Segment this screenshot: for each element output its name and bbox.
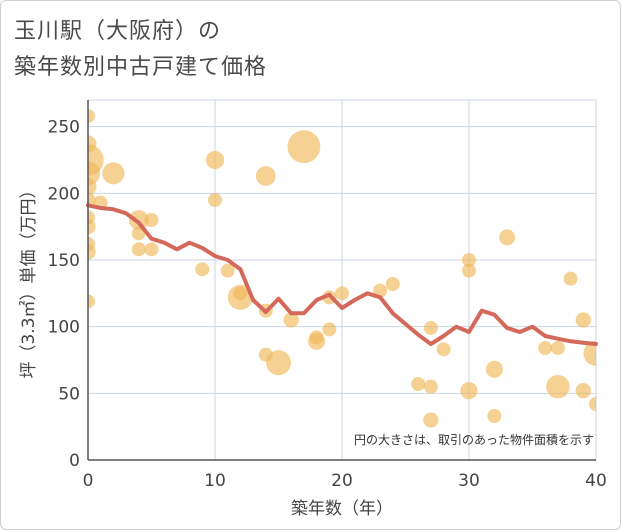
bubble-point	[208, 193, 222, 207]
bubble-point	[255, 166, 276, 186]
bubble-point	[322, 322, 337, 337]
bubble-point	[563, 271, 578, 286]
bubble-point	[227, 284, 253, 310]
size-note: 円の大きさは、取引のあった物件面積を示す	[354, 432, 594, 447]
bubble-point	[265, 350, 292, 376]
bubble-point	[411, 377, 426, 391]
y-tick-label: 50	[58, 384, 80, 404]
average-price-line	[86, 203, 598, 346]
bubble-point	[102, 162, 125, 185]
y-tick-label: 250	[48, 118, 80, 138]
bubble-point	[538, 341, 553, 355]
bubble-point	[575, 312, 591, 328]
bubble-point	[499, 229, 516, 246]
bubble-point	[575, 382, 591, 399]
bubble-point	[205, 150, 225, 170]
bubble-point	[335, 286, 349, 301]
bubble-point	[88, 219, 96, 235]
title-line-1: 玉川駅（大阪府）の	[14, 19, 222, 44]
bubble-point	[436, 342, 451, 357]
bubble-point	[195, 262, 210, 277]
bubble-point	[462, 263, 476, 278]
x-tick-label: 10	[204, 471, 226, 491]
bubble-point	[546, 374, 570, 399]
bubble-point	[287, 130, 321, 164]
bubble-point	[88, 294, 95, 309]
bubble-point	[88, 244, 96, 260]
bubble-point	[308, 332, 326, 350]
bubble-point	[423, 379, 438, 394]
bubble-point	[88, 109, 95, 123]
x-tick-label: 0	[83, 471, 94, 491]
y-tick-label: 100	[48, 318, 80, 338]
bubble-point	[220, 263, 235, 278]
y-tick-label: 200	[48, 184, 80, 204]
bubble-point	[131, 242, 146, 257]
bubble-point	[283, 312, 299, 328]
bubble-point	[423, 412, 439, 428]
y-axis-label: 坪（3.3㎡）単価（万円）	[19, 181, 39, 378]
bubble-point	[589, 397, 596, 411]
bubble-point	[460, 382, 478, 400]
bubble-point	[462, 253, 476, 267]
bubble-point	[128, 210, 149, 230]
bubble-point	[88, 178, 97, 196]
bubble-point	[485, 360, 503, 378]
y-tick-label: 0	[69, 451, 80, 471]
bubble-point	[583, 340, 596, 366]
x-tick-label: 30	[458, 471, 480, 491]
x-axis-label: 築年数（年）	[291, 499, 393, 519]
bubble-point	[550, 341, 565, 355]
bubble-point	[385, 277, 400, 291]
bubble-point	[423, 321, 438, 335]
title-line-2: 築年数別中古戸建て価格	[14, 55, 268, 80]
bubble-layer	[88, 109, 596, 428]
bubble-point	[487, 409, 502, 423]
y-tick-label: 150	[48, 251, 80, 271]
bubble-point	[144, 242, 159, 257]
bubble-point	[144, 213, 159, 227]
x-tick-label: 20	[331, 471, 353, 491]
chart-title: 玉川駅（大阪府）の 築年数別中古戸建て価格	[14, 14, 267, 86]
x-tick-label: 40	[585, 471, 607, 491]
